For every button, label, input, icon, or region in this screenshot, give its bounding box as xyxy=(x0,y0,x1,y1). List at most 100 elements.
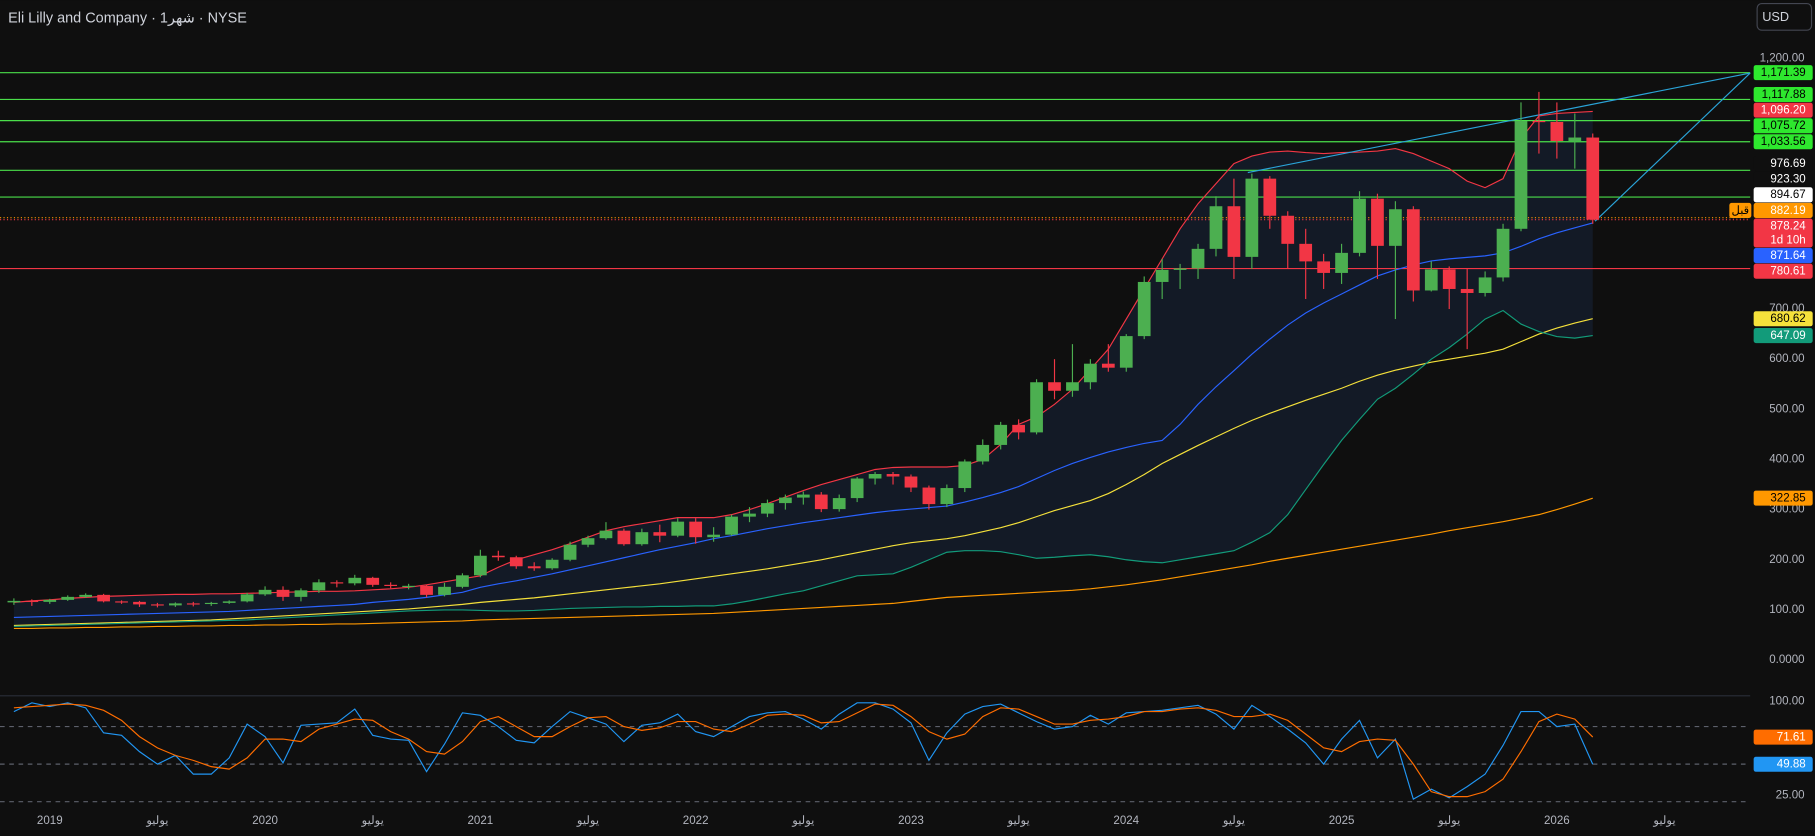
price-label-box xyxy=(1753,756,1813,772)
price-label-box xyxy=(1753,311,1813,327)
candle-body xyxy=(258,589,272,595)
price-label: 882.19 xyxy=(1770,205,1805,217)
price-label-box xyxy=(1753,202,1813,218)
candle-body xyxy=(1496,228,1510,278)
price-label-box xyxy=(1753,102,1813,118)
candle-body xyxy=(366,577,380,585)
y-tick-label: 100.00 xyxy=(1769,604,1804,616)
plot-back xyxy=(0,72,1751,627)
price-label: 878.24 xyxy=(1770,220,1806,232)
candle-body xyxy=(635,532,649,545)
price-label-box xyxy=(1753,156,1813,172)
candle-body xyxy=(832,498,846,510)
candle-body xyxy=(348,577,362,584)
candle-body xyxy=(1084,363,1097,383)
candle-body xyxy=(1371,198,1384,246)
candle-body xyxy=(940,488,954,505)
candle-body xyxy=(384,584,398,586)
price-label-box xyxy=(1753,328,1813,344)
candle-body xyxy=(868,474,882,479)
candle-body xyxy=(1191,248,1205,269)
candle-body xyxy=(7,600,21,603)
candle-body xyxy=(689,521,703,538)
y-tick-label: 100.00 xyxy=(1769,696,1804,708)
x-tick-label: 2024 xyxy=(1113,815,1139,827)
candle-body xyxy=(1586,137,1600,220)
candle-body xyxy=(1514,120,1528,229)
candle-body xyxy=(222,601,236,603)
price-label-box xyxy=(1753,187,1813,203)
y-tick-label: 200.00 xyxy=(1769,554,1804,566)
candle-body xyxy=(1137,281,1151,337)
x-tick-label: 2022 xyxy=(683,815,709,827)
candle-body xyxy=(25,600,39,603)
candle-body xyxy=(438,586,451,595)
candle-body xyxy=(922,487,936,505)
price-label-box xyxy=(1753,118,1813,134)
price-label: 1,117.88 xyxy=(1762,89,1806,101)
candle-body xyxy=(474,555,487,576)
candle-body xyxy=(1335,252,1348,273)
price-label: 49.88 xyxy=(1777,759,1806,771)
candle-body xyxy=(725,516,738,535)
trend-line xyxy=(1247,72,1751,174)
currency-button-frame[interactable] xyxy=(1756,3,1813,31)
band-fill xyxy=(13,111,1593,627)
candle-body xyxy=(1263,178,1277,216)
countdown-label: 1d 10h xyxy=(1770,234,1805,246)
y-tick-label: 300.00 xyxy=(1769,504,1804,516)
candle-body xyxy=(1317,261,1330,273)
price-label-box xyxy=(1753,218,1813,248)
chart-title: Eli Lilly and Company · 1شهر · NYSE xyxy=(8,10,247,26)
axes: 0.0000 100.00 200.00 300.00 400.00 500.00 600.… xyxy=(37,52,1805,827)
candle-body xyxy=(456,575,469,587)
candle-body xyxy=(707,534,720,538)
candle-body xyxy=(151,604,164,606)
price-label: 680.62 xyxy=(1770,313,1805,325)
price-label: 1,096.20 xyxy=(1761,105,1806,117)
price-label: 923.30 xyxy=(1770,174,1805,186)
candle-body xyxy=(204,602,218,605)
x-tick-label: يوليو xyxy=(1007,814,1030,827)
currency-label[interactable]: USD xyxy=(1762,9,1789,24)
x-tick-label: 2023 xyxy=(898,815,924,827)
candle-body xyxy=(1460,288,1474,293)
currency-button[interactable]: USD xyxy=(1756,3,1813,31)
y-tick-label: 0.0000 xyxy=(1769,654,1804,666)
x-tick-label: 2025 xyxy=(1329,815,1355,827)
oscillator-line xyxy=(13,702,1594,801)
candle-body xyxy=(402,585,415,587)
price-label: 322.85 xyxy=(1770,493,1805,505)
candle-body xyxy=(97,594,110,602)
price-label-box xyxy=(1753,263,1813,279)
session-tag: قبل xyxy=(1731,204,1749,217)
candle-body xyxy=(330,582,344,584)
candle-body xyxy=(671,521,685,536)
y-tick-label: 1,200.00 xyxy=(1760,52,1805,64)
x-tick-label: 2026 xyxy=(1544,815,1570,827)
price-label: 71.61 xyxy=(1777,732,1806,744)
moving-average-line xyxy=(13,497,1593,630)
trend-line xyxy=(1594,72,1751,222)
x-tick-label: 2021 xyxy=(468,815,494,827)
candle-body xyxy=(1209,206,1223,249)
candle-body xyxy=(599,530,613,539)
candle-body xyxy=(976,444,990,462)
candle-body xyxy=(1568,137,1582,142)
candle-body xyxy=(527,566,541,569)
price-label: 1,171.39 xyxy=(1761,67,1806,79)
x-tick-label: يوليو xyxy=(1437,814,1460,827)
candle-body xyxy=(1478,277,1492,293)
candle-body xyxy=(133,601,146,605)
candle-body xyxy=(1299,243,1313,262)
candle-body xyxy=(886,474,900,477)
candle-body xyxy=(491,555,505,558)
candle-body xyxy=(1155,269,1169,282)
moving-average-line xyxy=(13,309,1593,628)
candles xyxy=(7,91,1600,608)
candle-body xyxy=(61,596,75,600)
candle-body xyxy=(1389,209,1402,246)
